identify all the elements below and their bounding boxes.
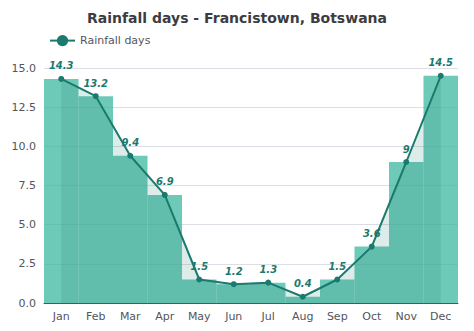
- svg-text:1.5: 1.5: [328, 261, 346, 272]
- svg-text:Rainfall days: Rainfall days: [80, 34, 151, 47]
- svg-text:Jan: Jan: [52, 310, 70, 323]
- svg-text:1.2: 1.2: [225, 266, 243, 277]
- svg-text:3.6: 3.6: [363, 228, 381, 239]
- svg-text:Aug: Aug: [292, 310, 313, 323]
- svg-text:6.9: 6.9: [156, 176, 174, 187]
- svg-text:2.5: 2.5: [19, 257, 37, 270]
- svg-text:Sep: Sep: [327, 310, 348, 323]
- svg-text:Nov: Nov: [396, 310, 418, 323]
- svg-text:9.4: 9.4: [121, 137, 139, 148]
- svg-text:1.5: 1.5: [190, 261, 208, 272]
- svg-text:Apr: Apr: [155, 310, 175, 323]
- svg-text:14.3: 14.3: [49, 60, 74, 71]
- svg-text:Jul: Jul: [261, 310, 275, 323]
- svg-text:1.3: 1.3: [259, 264, 277, 275]
- svg-text:15.0: 15.0: [12, 62, 37, 75]
- svg-text:14.5: 14.5: [428, 57, 453, 68]
- svg-text:Dec: Dec: [430, 310, 451, 323]
- svg-text:0.0: 0.0: [19, 297, 37, 310]
- svg-text:10.0: 10.0: [12, 140, 37, 153]
- svg-text:9: 9: [403, 144, 410, 155]
- svg-text:Feb: Feb: [86, 310, 105, 323]
- svg-text:Oct: Oct: [362, 310, 382, 323]
- svg-text:Jun: Jun: [224, 310, 242, 323]
- svg-text:5.0: 5.0: [19, 218, 37, 231]
- svg-text:7.5: 7.5: [19, 179, 37, 192]
- svg-text:Rainfall days - Francistown, B: Rainfall days - Francistown, Botswana: [87, 10, 387, 26]
- svg-text:Mar: Mar: [120, 310, 141, 323]
- svg-text:May: May: [188, 310, 211, 323]
- svg-text:0.4: 0.4: [294, 278, 312, 289]
- svg-text:12.5: 12.5: [12, 101, 37, 114]
- svg-text:13.2: 13.2: [83, 78, 108, 89]
